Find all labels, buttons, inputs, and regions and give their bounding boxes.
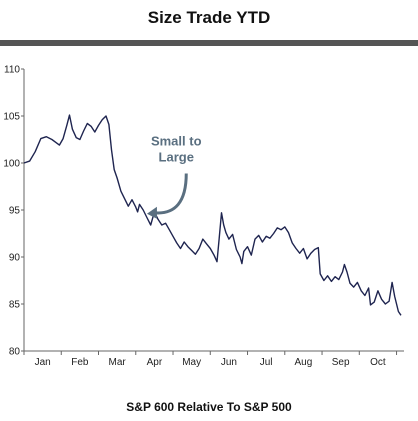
x-tick-label: Aug — [295, 357, 313, 368]
y-tick-label: 85 — [9, 300, 21, 311]
x-tick-label: May — [182, 357, 201, 368]
y-tick-label: 95 — [9, 206, 21, 217]
x-tick-label: Jun — [221, 357, 237, 368]
title-divider — [0, 40, 418, 46]
x-tick-label: Mar — [109, 357, 127, 368]
x-tick-label: Jan — [35, 357, 51, 368]
annotation-text: Small to — [151, 134, 202, 149]
y-tick-label: 80 — [9, 347, 21, 358]
x-tick-label: Sep — [332, 357, 350, 368]
chart-title: Size Trade YTD — [147, 8, 271, 27]
annotation-arrowhead — [146, 206, 157, 219]
annotation-arrow — [153, 173, 188, 215]
annotation-text: Large — [159, 150, 194, 165]
y-tick-label: 110 — [4, 65, 20, 76]
y-tick-label: 100 — [3, 159, 20, 170]
x-tick-label: Apr — [147, 357, 163, 368]
series-line — [23, 114, 402, 316]
y-tick-label: 105 — [3, 112, 20, 123]
x-axis-label: S&P 600 Relative To S&P 500 — [126, 400, 292, 414]
x-tick-label: Oct — [370, 357, 386, 368]
x-tick-label: Feb — [71, 357, 89, 368]
y-tick-label: 90 — [9, 253, 21, 264]
x-tick-label: Jul — [260, 357, 273, 368]
